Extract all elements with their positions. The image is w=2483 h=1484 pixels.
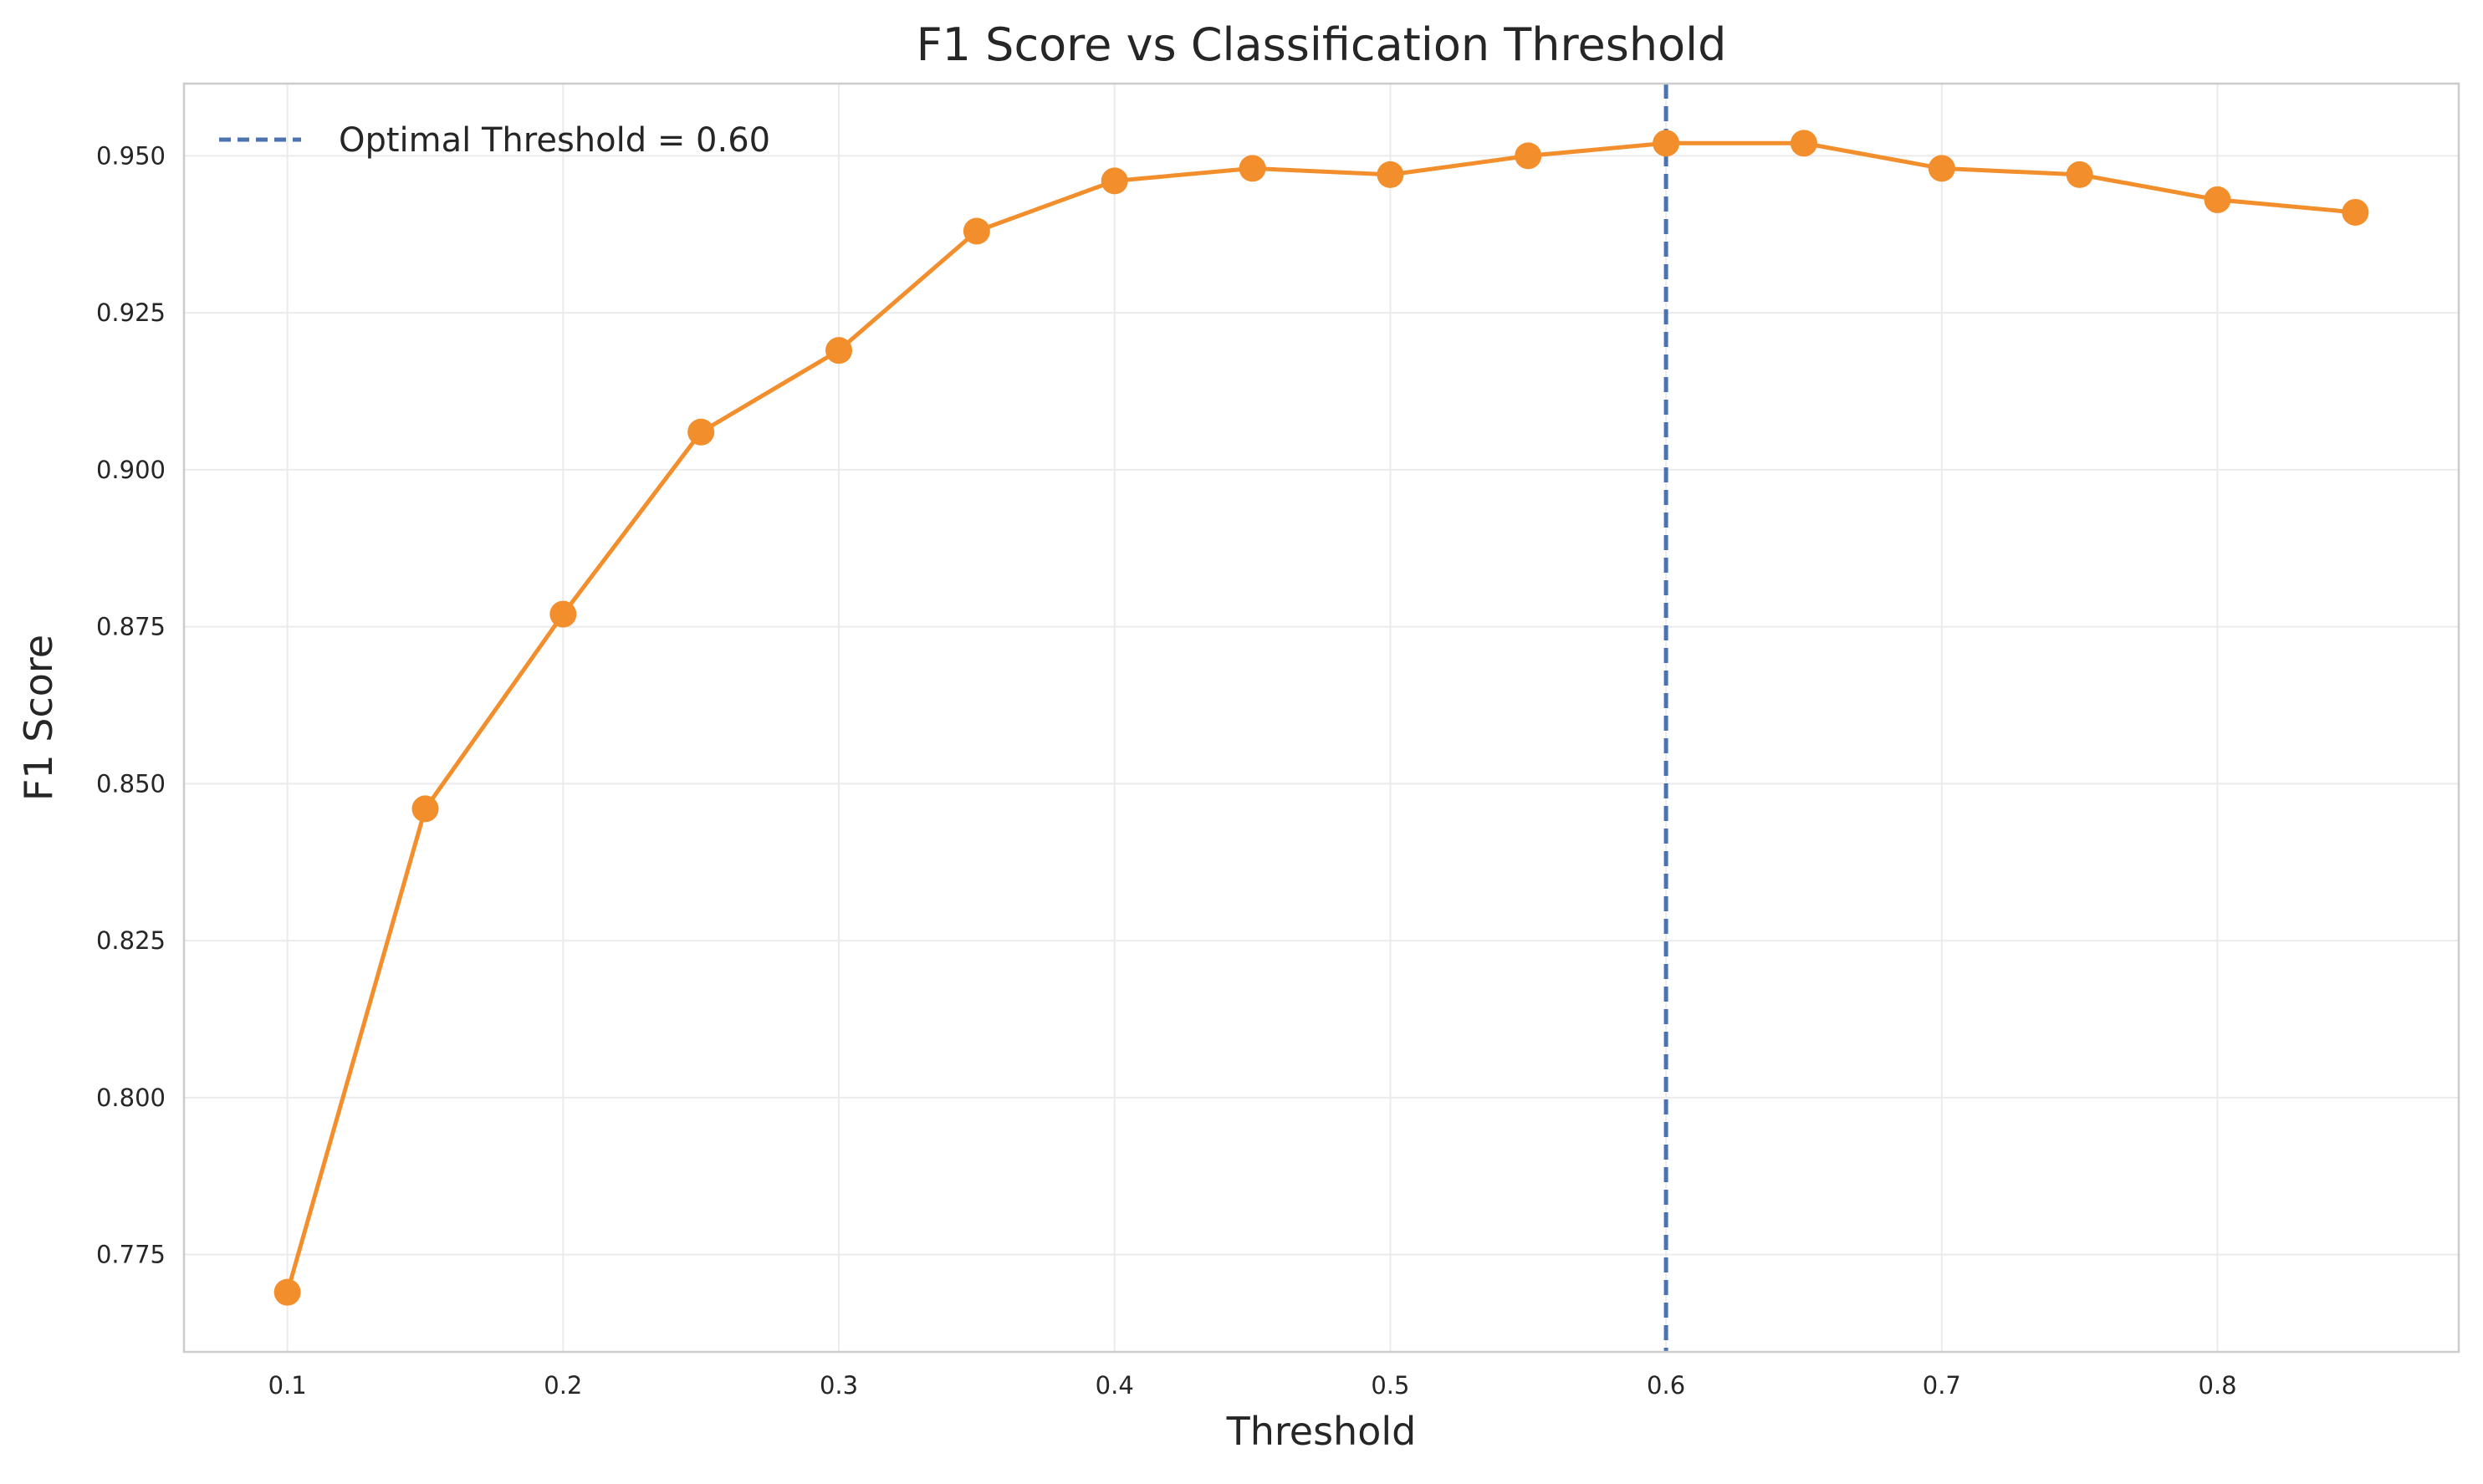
series-layer	[273, 130, 2369, 1306]
x-tick-label: 0.8	[2198, 1371, 2236, 1400]
x-tick-label: 0.3	[820, 1371, 858, 1400]
x-tick-label: 0.7	[1923, 1371, 1961, 1400]
chart-title: F1 Score vs Classification Threshold	[917, 18, 1727, 71]
f1-score-point	[2204, 186, 2231, 213]
f1-score-point	[1790, 130, 1817, 157]
y-tick-label: 0.875	[96, 613, 166, 641]
f1-score-point	[411, 795, 439, 823]
f1-score-point	[1239, 155, 1266, 182]
y-tick-label: 0.850	[96, 769, 166, 798]
y-tick-label: 0.900	[96, 456, 166, 484]
y-axis-label: F1 Score	[16, 635, 61, 801]
x-tick-label: 0.4	[1096, 1371, 1134, 1400]
f1-score-point	[1653, 130, 1680, 157]
x-tick-label: 0.5	[1371, 1371, 1409, 1400]
legend: Optimal Threshold = 0.60	[219, 121, 770, 160]
x-axis-label: Threshold	[1226, 1409, 1417, 1454]
y-tick-label: 0.800	[96, 1084, 166, 1112]
f1-score-point	[549, 600, 577, 628]
f1-score-point	[2342, 198, 2369, 226]
f1-score-point	[963, 217, 990, 245]
x-tick-label: 0.2	[544, 1371, 582, 1400]
f1-score-point	[687, 418, 715, 446]
legend-label: Optimal Threshold = 0.60	[339, 121, 770, 160]
f1-score-point	[1377, 161, 1404, 188]
y-tick-label: 0.775	[96, 1241, 166, 1269]
f1-score-point	[1101, 167, 1128, 195]
f1-score-point	[1928, 155, 1955, 182]
f1-score-line	[285, 140, 2358, 1295]
x-tick-label: 0.1	[268, 1371, 307, 1400]
y-tick-labels: 0.775 0.800 0.825 0.850 0.875 0.900 0.925 0.950	[96, 141, 166, 1268]
y-tick-label: 0.925	[96, 298, 166, 327]
f1-score-point	[2066, 161, 2093, 188]
y-tick-label: 0.825	[96, 926, 166, 955]
f1-score-point	[825, 337, 853, 365]
f1-score-point	[273, 1278, 301, 1306]
x-tick-label: 0.6	[1647, 1371, 1685, 1400]
f1-score-point	[1515, 142, 1542, 170]
plot-frame	[182, 82, 2460, 1354]
y-tick-label: 0.950	[96, 141, 166, 170]
x-tick-labels: 0.1 0.2 0.3 0.4 0.5 0.6 0.7 0.8	[268, 1371, 2237, 1400]
